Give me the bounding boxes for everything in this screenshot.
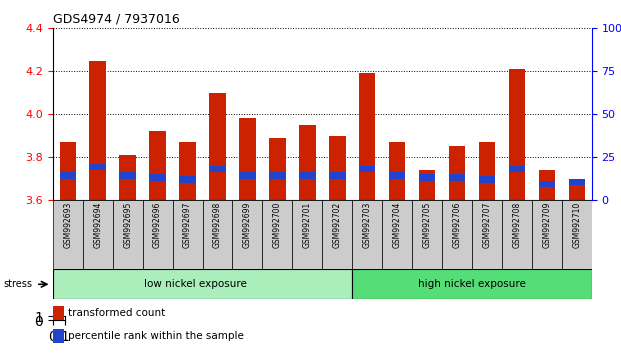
Bar (53, 269, 352, 299)
Bar (449, 146, 465, 200)
Text: percentile rank within the sample: percentile rank within the sample (68, 331, 244, 341)
Text: GSM992693: GSM992693 (63, 202, 72, 249)
Bar (269, 172, 286, 178)
Bar (60, 172, 76, 178)
Text: stress: stress (3, 279, 32, 289)
Bar (179, 142, 196, 200)
Bar (150, 174, 166, 181)
Bar (53, 200, 83, 269)
Bar (119, 155, 136, 200)
Bar (209, 166, 225, 172)
Text: GSM992701: GSM992701 (303, 202, 312, 248)
Bar (209, 93, 225, 200)
Bar (60, 142, 76, 200)
Text: GSM992702: GSM992702 (333, 202, 342, 248)
Bar (269, 138, 286, 200)
Bar (143, 200, 173, 269)
Bar (532, 200, 562, 269)
Bar (509, 166, 525, 172)
Bar (202, 200, 232, 269)
Bar (89, 61, 106, 200)
Bar (382, 200, 412, 269)
Text: GSM992699: GSM992699 (243, 202, 252, 249)
Bar (150, 131, 166, 200)
Bar (389, 142, 406, 200)
Text: GSM992705: GSM992705 (423, 202, 432, 249)
Bar (263, 200, 292, 269)
Bar (329, 136, 345, 200)
Bar (509, 69, 525, 200)
Bar (479, 176, 495, 183)
Bar (419, 170, 435, 200)
Bar (329, 172, 345, 178)
Bar (352, 269, 592, 299)
Bar (89, 164, 106, 170)
Text: GSM992708: GSM992708 (512, 202, 522, 248)
Text: GSM992706: GSM992706 (453, 202, 461, 249)
Text: GSM992710: GSM992710 (573, 202, 581, 248)
Bar (119, 172, 136, 178)
Text: GSM992704: GSM992704 (392, 202, 402, 249)
Bar (389, 172, 406, 178)
Text: high nickel exposure: high nickel exposure (418, 279, 526, 289)
Bar (292, 200, 322, 269)
Bar (239, 172, 256, 178)
Text: GSM992695: GSM992695 (123, 202, 132, 249)
Bar (502, 200, 532, 269)
Text: GSM992700: GSM992700 (273, 202, 282, 249)
Bar (322, 200, 352, 269)
Bar (538, 170, 555, 200)
Bar (442, 200, 472, 269)
Bar (83, 200, 112, 269)
Bar (232, 200, 263, 269)
Bar (538, 181, 555, 187)
Text: GSM992707: GSM992707 (483, 202, 491, 249)
Bar (299, 172, 315, 178)
Bar (569, 181, 585, 200)
Bar (352, 200, 382, 269)
Text: transformed count: transformed count (68, 308, 166, 318)
Bar (359, 166, 376, 172)
Text: GSM992696: GSM992696 (153, 202, 162, 249)
Text: low nickel exposure: low nickel exposure (143, 279, 247, 289)
Bar (562, 200, 592, 269)
Bar (299, 125, 315, 200)
Bar (112, 200, 143, 269)
Text: GSM992709: GSM992709 (542, 202, 551, 249)
Bar (419, 174, 435, 181)
Text: GSM992698: GSM992698 (213, 202, 222, 248)
Bar (412, 200, 442, 269)
Text: GSM992703: GSM992703 (363, 202, 372, 249)
Text: GSM992697: GSM992697 (183, 202, 192, 249)
Bar (179, 176, 196, 183)
Bar (569, 178, 585, 185)
Bar (359, 73, 376, 200)
Bar (472, 200, 502, 269)
Text: GDS4974 / 7937016: GDS4974 / 7937016 (53, 12, 179, 25)
Bar (449, 174, 465, 181)
Bar (479, 142, 495, 200)
Text: GSM992694: GSM992694 (93, 202, 102, 249)
Bar (239, 119, 256, 200)
Bar (173, 200, 202, 269)
